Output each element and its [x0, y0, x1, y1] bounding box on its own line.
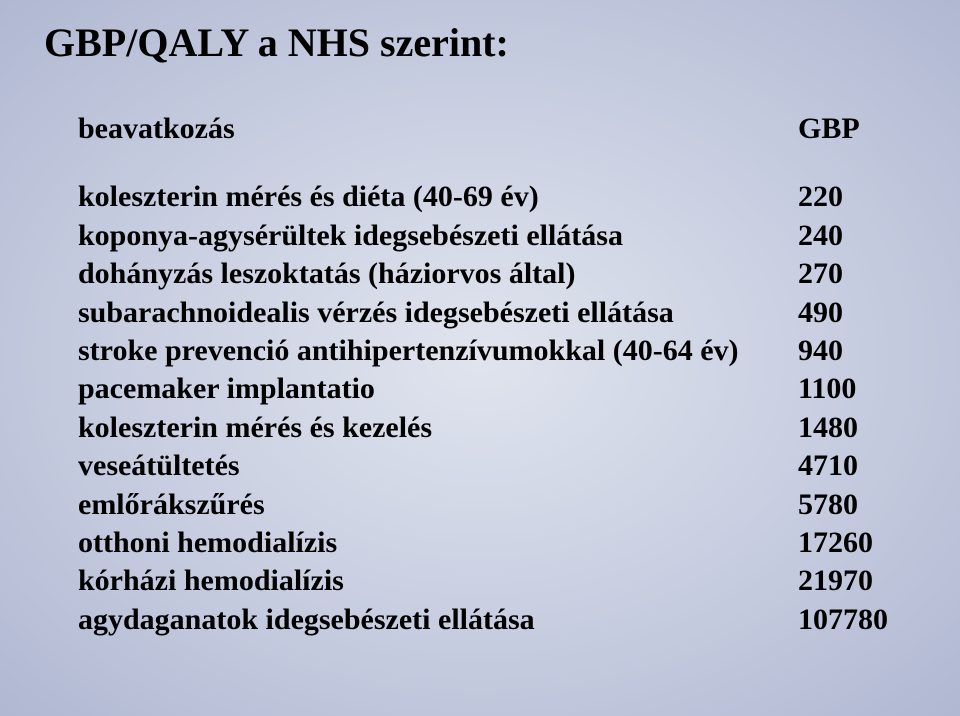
row-value: 107780: [798, 601, 916, 639]
row-value: 21970: [798, 562, 916, 600]
row-value: 220: [798, 178, 916, 216]
row-label: koleszterin mérés és kezelés: [78, 409, 798, 447]
table-row: koleszterin mérés és kezelés 1480: [44, 409, 916, 447]
row-label: kórházi hemodialízis: [78, 562, 798, 600]
row-label: koponya-agysérültek idegsebészeti ellátá…: [78, 217, 798, 255]
row-label: subarachnoidealis vérzés idegsebészeti e…: [78, 294, 798, 332]
row-label: veseátültetés: [78, 447, 798, 485]
row-value: 940: [798, 332, 916, 370]
row-value: 270: [798, 255, 916, 293]
table-row: emlőrákszűrés 5780: [44, 486, 916, 524]
row-value: 17260: [798, 524, 916, 562]
table-row: subarachnoidealis vérzés idegsebészeti e…: [44, 294, 916, 332]
table-header-row: beavatkozás GBP: [44, 110, 916, 148]
row-value: 240: [798, 217, 916, 255]
row-label: emlőrákszűrés: [78, 486, 798, 524]
header-label: beavatkozás: [78, 110, 798, 148]
table-row: kórházi hemodialízis 21970: [44, 562, 916, 600]
row-label: stroke prevenció antihipertenzívumokkal …: [78, 332, 798, 370]
slide: GBP/QALY a NHS szerint: beavatkozás GBP …: [0, 0, 960, 716]
table-row: dohányzás leszoktatás (háziorvos által) …: [44, 255, 916, 293]
row-label: koleszterin mérés és diéta (40-69 év): [78, 178, 798, 216]
header-value: GBP: [798, 110, 916, 148]
table-row: koleszterin mérés és diéta (40-69 év) 22…: [44, 178, 916, 216]
row-label: otthoni hemodialízis: [78, 524, 798, 562]
table-row: koponya-agysérültek idegsebészeti ellátá…: [44, 217, 916, 255]
row-value: 490: [798, 294, 916, 332]
page-title: GBP/QALY a NHS szerint:: [44, 20, 916, 66]
row-value: 1100: [798, 370, 916, 408]
table-row: stroke prevenció antihipertenzívumokkal …: [44, 332, 916, 370]
row-value: 5780: [798, 486, 916, 524]
row-value: 1480: [798, 409, 916, 447]
table-row: agydaganatok idegsebészeti ellátása 1077…: [44, 601, 916, 639]
table-row: otthoni hemodialízis 17260: [44, 524, 916, 562]
table-row: veseátültetés 4710: [44, 447, 916, 485]
row-label: pacemaker implantatio: [78, 370, 798, 408]
row-label: agydaganatok idegsebészeti ellátása: [78, 601, 798, 639]
row-value: 4710: [798, 447, 916, 485]
table-row: pacemaker implantatio 1100: [44, 370, 916, 408]
row-label: dohányzás leszoktatás (háziorvos által): [78, 255, 798, 293]
